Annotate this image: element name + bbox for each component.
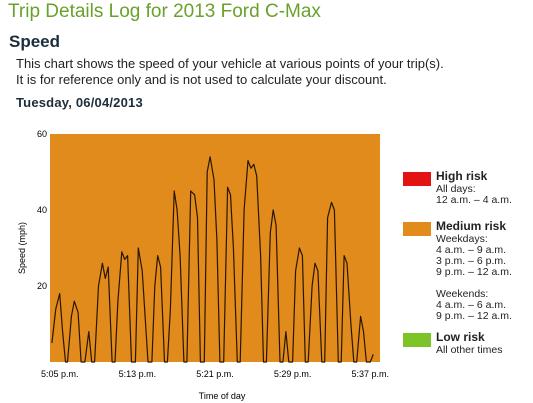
x-tick-label: 5:37 p.m.: [352, 369, 390, 379]
speed-chart: 20 40 60 5:05 p.m. 5:13 p.m. 5:21 p.m. 5:29 p…: [17, 129, 389, 401]
x-tick-label: 5:29 p.m.: [274, 369, 312, 379]
medium-risk-swatch: [403, 222, 431, 236]
description-line-1: This chart shows the speed of your vehic…: [16, 56, 444, 71]
high-risk-swatch: [403, 172, 431, 186]
high-risk-label: High risk: [436, 169, 488, 183]
y-tick-label: 20: [37, 281, 47, 291]
y-tick-label: 60: [37, 129, 47, 139]
description-line-2: It is for reference only and is not used…: [16, 72, 387, 87]
low-risk-swatch: [403, 333, 431, 347]
x-tick-label: 5:05 p.m.: [41, 369, 79, 379]
y-tick-label: 40: [37, 205, 47, 215]
legend-line: 12 a.m. – 4 a.m.: [436, 194, 512, 206]
high-risk-times: All days: 12 a.m. – 4 a.m.: [436, 184, 512, 206]
section-title-speed: Speed: [9, 32, 61, 51]
legend-line: 9 p.m. – 12 a.m.: [436, 310, 512, 322]
legend-line: All days:: [436, 183, 476, 195]
medium-risk-times: Weekdays: 4 a.m. – 9 a.m. 3 p.m. – 6 p.m…: [436, 234, 512, 322]
x-tick-label: 5:13 p.m.: [119, 369, 157, 379]
trip-date: Tuesday, 06/04/2013: [16, 95, 143, 110]
legend-line: Weekdays:: [436, 233, 488, 245]
medium-risk-label: Medium risk: [436, 219, 507, 233]
x-tick-label: 5:21 p.m.: [196, 369, 234, 379]
chart-description: This chart shows the speed of your vehic…: [16, 56, 444, 88]
legend-line: Weekends:: [436, 288, 489, 300]
legend-line: All other times: [436, 344, 503, 356]
legend-line: 9 p.m. – 12 a.m.: [436, 266, 512, 278]
low-risk-label: Low risk: [436, 330, 485, 344]
low-risk-times: All other times: [436, 345, 503, 356]
legend-line: 4 a.m. – 6 a.m.: [436, 299, 507, 311]
y-axis-label: Speed (mph): [17, 222, 27, 274]
plot-area: [50, 134, 380, 362]
legend-line: 3 p.m. – 6 p.m.: [436, 255, 507, 267]
x-axis: 5:05 p.m. 5:13 p.m. 5:21 p.m. 5:29 p.m. 5:37…: [41, 369, 389, 379]
speed-series-line: [51, 156, 374, 363]
x-axis-label: Time of day: [199, 391, 246, 401]
y-axis: 20 40 60: [37, 129, 47, 291]
page-title: Trip Details Log for 2013 Ford C-Max: [8, 1, 321, 22]
legend-line: 4 a.m. – 9 a.m.: [436, 244, 507, 256]
